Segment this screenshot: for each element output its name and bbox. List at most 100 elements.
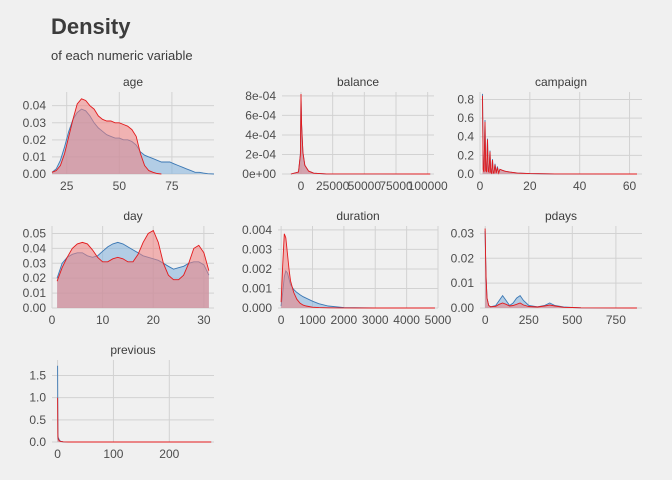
y-tick-label: 0.02 — [23, 133, 47, 147]
y-tick-label: 0.03 — [23, 116, 47, 130]
y-tick-label: 0.03 — [451, 226, 475, 240]
x-tick-label: 0 — [49, 313, 56, 327]
facet-balance: balance 0e+00 2e-04 4e-04 6e-04 8e-04 0 2500050… — [242, 75, 448, 193]
y-tick-label: 0.01 — [451, 276, 475, 290]
density-line-series-2 — [56, 229, 210, 282]
x-tick-label: 1000 — [299, 313, 326, 327]
y-tick-label: 0.04 — [23, 241, 47, 255]
y-tick-label: 6e-04 — [245, 108, 276, 122]
y-tick-label: 0.0 — [457, 167, 474, 181]
y-tick-label: 0.2 — [457, 148, 474, 162]
density-area-series-2 — [281, 233, 435, 308]
y-tick-label: 0.8 — [457, 92, 474, 106]
density-area-series-1 — [485, 231, 637, 308]
density-area-series-2 — [57, 230, 209, 308]
y-tick-label: 0.6 — [457, 111, 474, 125]
chart-subtitle: of each numeric variable — [51, 48, 193, 63]
y-tick-label: 2e-04 — [245, 147, 276, 161]
y-tick-label: 0.05 — [23, 226, 47, 240]
y-tick-label: 0.00 — [23, 167, 47, 181]
y-tick-label: 0.00 — [23, 301, 47, 315]
x-tick-label: 500 — [562, 313, 582, 327]
x-tick-label: 250 — [519, 313, 539, 327]
x-tick-label: 5000 — [425, 313, 452, 327]
x-tick-label: 75000 — [379, 179, 413, 193]
x-tick-label: 100000 — [408, 179, 448, 193]
x-tick-label: 25000 — [316, 179, 350, 193]
x-tick-label: 50000 — [348, 179, 382, 193]
x-tick-label: 0 — [298, 179, 305, 193]
x-tick-label: 100 — [103, 447, 123, 461]
x-tick-label: 750 — [606, 313, 626, 327]
density-line-series-2 — [290, 93, 431, 175]
facet-label: campaign — [535, 75, 587, 89]
x-tick-label: 3000 — [362, 313, 389, 327]
y-tick-label: 8e-04 — [245, 89, 276, 103]
x-tick-label: 0 — [54, 447, 61, 461]
density-line-series-2 — [484, 228, 637, 309]
y-tick-label: 0.5 — [29, 413, 46, 427]
facet-label: day — [123, 209, 142, 223]
density-area-series-1 — [482, 93, 637, 174]
y-tick-label: 0.01 — [23, 150, 47, 164]
facet-label: previous — [110, 343, 155, 357]
facet-label: age — [123, 75, 143, 89]
y-tick-label: 0.02 — [451, 251, 475, 265]
facet-label: pdays — [545, 209, 577, 223]
density-line-series-1 — [290, 97, 431, 175]
x-tick-label: 30 — [197, 313, 211, 327]
x-tick-label: 40 — [573, 179, 587, 193]
y-tick-label: 0.002 — [242, 262, 272, 276]
density-area-series-2 — [52, 98, 162, 174]
x-tick-label: 10 — [96, 313, 110, 327]
density-line-series-1 — [57, 365, 212, 443]
x-tick-label: 20 — [523, 179, 537, 193]
density-area-series-2 — [482, 95, 637, 174]
y-tick-label: 0.04 — [23, 99, 47, 113]
x-tick-label: 75 — [165, 179, 179, 193]
density-area-series-2 — [485, 228, 637, 308]
y-tick-label: 1.0 — [29, 391, 46, 405]
x-tick-label: 20 — [147, 313, 161, 327]
y-tick-label: 0.03 — [23, 256, 47, 270]
y-tick-label: 0.000 — [242, 301, 272, 315]
facet-campaign: campaign 0.0 0.2 0.4 0.6 0.8 0 20 40 60 — [457, 75, 642, 193]
density-line-series-2 — [57, 397, 212, 443]
y-tick-label: 0.001 — [242, 281, 272, 295]
x-tick-label: 4000 — [393, 313, 420, 327]
chart-title: Density — [51, 14, 131, 39]
density-line-series-1 — [482, 93, 638, 175]
density-area-series-2 — [290, 94, 431, 174]
y-tick-label: 0.02 — [23, 271, 47, 285]
density-line-series-2 — [482, 95, 638, 175]
x-tick-label: 0 — [477, 179, 484, 193]
density-area-series-1 — [290, 97, 431, 174]
density-line-series-2 — [51, 98, 162, 175]
facet-label: duration — [336, 209, 379, 223]
facet-duration: duration 0.000 0.001 0.002 0.003 0.004 0 1000 20… — [242, 209, 452, 327]
x-tick-label: 60 — [623, 179, 637, 193]
x-tick-label: 50 — [113, 179, 127, 193]
x-tick-label: 200 — [159, 447, 179, 461]
density-line-series-1 — [484, 230, 637, 309]
y-tick-label: 0.4 — [457, 130, 474, 144]
density-area-series-1 — [281, 270, 435, 308]
facet-pdays: pdays 0.00 0.01 0.02 0.03 0 250 500 750 — [451, 209, 642, 327]
density-line-series-2 — [280, 233, 435, 309]
y-tick-label: 0.0 — [29, 435, 46, 449]
y-tick-label: 0.01 — [23, 286, 47, 300]
x-tick-label: 2000 — [331, 313, 358, 327]
y-tick-label: 0.003 — [242, 242, 272, 256]
y-tick-label: 0e+00 — [242, 167, 276, 181]
y-tick-label: 0.00 — [451, 301, 475, 315]
y-tick-label: 4e-04 — [245, 128, 276, 142]
facet-day: day 0.000.010.020.030.040.05 0 10 20 30 — [23, 209, 214, 327]
x-tick-label: 0 — [278, 313, 285, 327]
facet-previous: previous 0.0 0.5 1.0 1.5 0 100 200 — [29, 343, 214, 461]
density-area-series-1 — [57, 365, 212, 442]
x-tick-label: 0 — [482, 313, 489, 327]
facet-label: balance — [337, 75, 379, 89]
y-tick-label: 0.004 — [242, 223, 272, 237]
y-tick-label: 1.5 — [29, 369, 46, 383]
